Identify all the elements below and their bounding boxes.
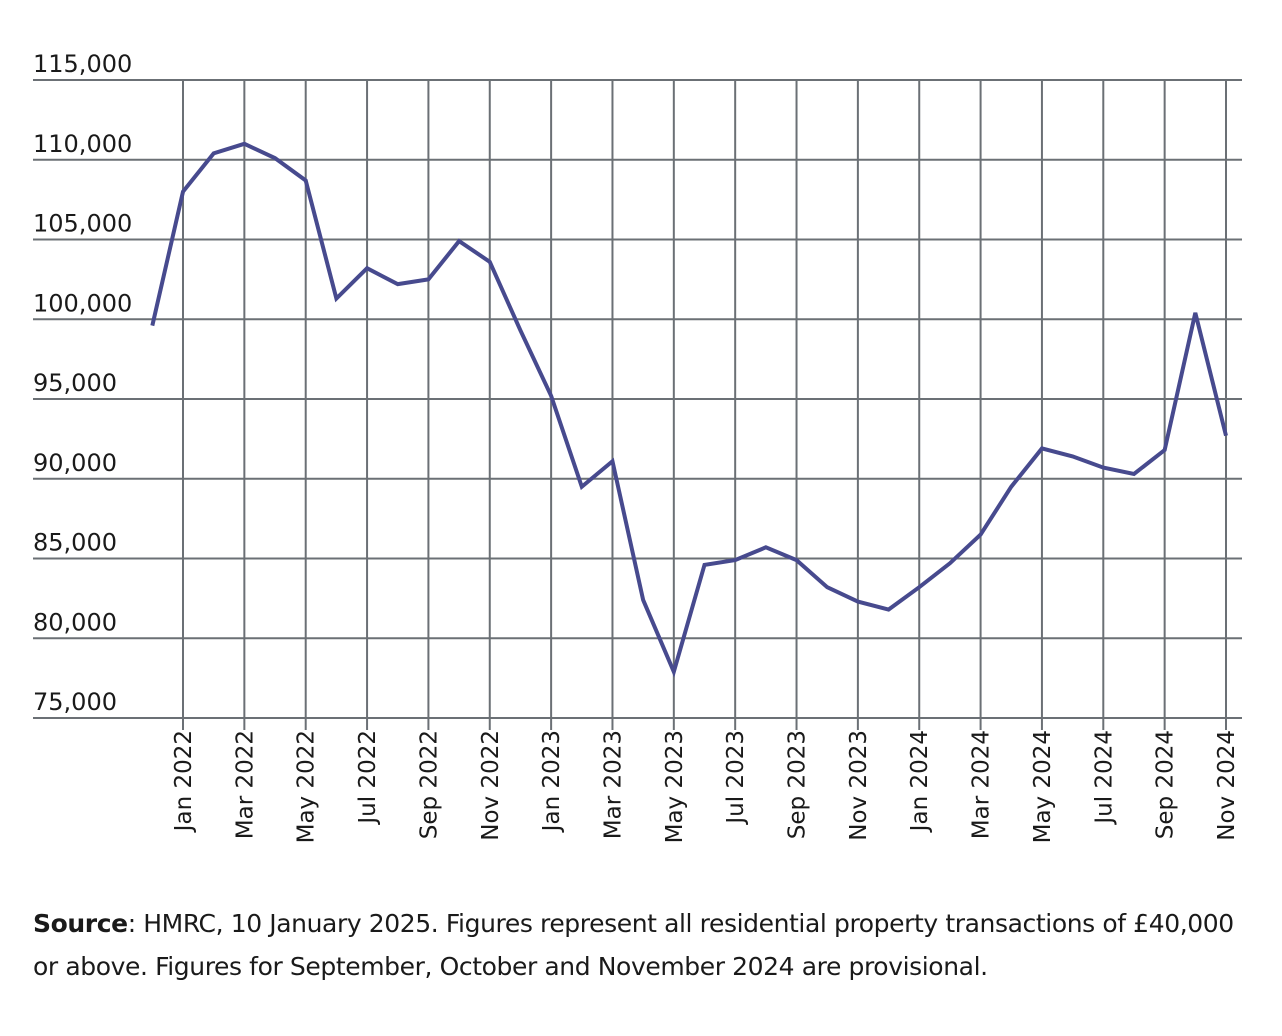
data-point [518,328,522,332]
x-tick-label: Jan 2023 [539,730,565,833]
data-point [1193,311,1197,315]
x-tick-label: Mar 2023 [600,730,626,839]
data-point [825,585,829,589]
y-tick-label: 90,000 [33,449,117,477]
data-point [703,563,707,567]
y-tick-label: 75,000 [33,688,117,716]
x-tick-label: Sep 2024 [1153,730,1179,839]
data-point [1163,448,1167,452]
x-tick-label: Jul 2024 [1091,730,1117,826]
y-axis-tick-labels: 115,000 110,000 105,000 100,000 95,000 90,000… [33,50,132,716]
data-point [212,151,216,155]
y-tick-label: 85,000 [33,529,117,557]
data-point [488,260,492,264]
data-point [641,598,645,602]
data-point [242,142,246,146]
source-note: Source: HMRC, 10 January 2025. Figures r… [33,902,1253,988]
data-point [549,394,553,398]
data-point [1071,454,1075,458]
x-tick-label: Nov 2023 [846,730,872,841]
data-point [948,561,952,565]
y-tick-label: 100,000 [33,289,132,317]
data-point [181,190,185,194]
x-tick-label: May 2024 [1030,730,1056,843]
data-point [733,558,737,562]
data-point [795,558,799,562]
x-tick-label: Mar 2022 [232,730,258,839]
x-tick-label: Mar 2024 [969,730,995,839]
data-point [580,485,584,489]
data-point [764,545,768,549]
x-axis-tick-labels: Jan 2022 Mar 2022 May 2022 Jul 2022 Sep 2022… [171,730,1240,843]
series-line-transactions [150,141,1228,678]
data-point [273,156,277,160]
data-point [856,600,860,604]
x-tick-label: Jan 2022 [171,730,197,833]
data-point [304,178,308,182]
source-text: : HMRC, 10 January 2025. Figures represe… [33,909,1234,981]
data-point [365,266,369,270]
y-tick-label: 95,000 [33,369,117,397]
y-tick-label: 105,000 [33,210,132,238]
x-tick-label: Sep 2022 [416,730,442,839]
data-point [917,585,921,589]
data-point [334,297,338,301]
data-point [979,533,983,537]
x-tick-label: Nov 2024 [1214,730,1240,841]
series-points [150,142,1228,674]
vertical-gridlines [182,80,1227,730]
data-point [426,277,430,281]
horizontal-gridlines [33,79,1242,719]
data-point [887,608,891,612]
data-point [396,282,400,286]
data-point [672,670,676,674]
x-tick-label: Sep 2023 [785,730,811,839]
y-tick-label: 110,000 [33,130,132,158]
y-tick-label: 115,000 [33,50,132,78]
x-tick-label: May 2022 [294,730,320,843]
x-tick-label: Jul 2022 [355,730,381,826]
y-tick-label: 80,000 [33,608,117,636]
data-point [1101,466,1105,470]
data-point [610,459,614,463]
line-chart: 115,000 110,000 105,000 100,000 95,000 90,000… [33,50,1242,843]
source-label: Source [33,909,128,938]
data-point [1224,434,1228,438]
data-point [1132,472,1136,476]
data-point [1040,446,1044,450]
data-point [150,324,154,328]
x-tick-label: May 2023 [662,730,688,843]
x-tick-label: Jul 2023 [723,730,749,826]
x-tick-label: Nov 2022 [478,730,504,841]
x-tick-label: Jan 2024 [907,730,933,833]
data-point [1009,485,1013,489]
data-point [457,239,461,243]
